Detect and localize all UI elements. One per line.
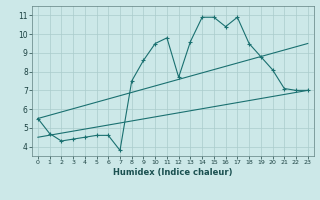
X-axis label: Humidex (Indice chaleur): Humidex (Indice chaleur) bbox=[113, 168, 233, 177]
